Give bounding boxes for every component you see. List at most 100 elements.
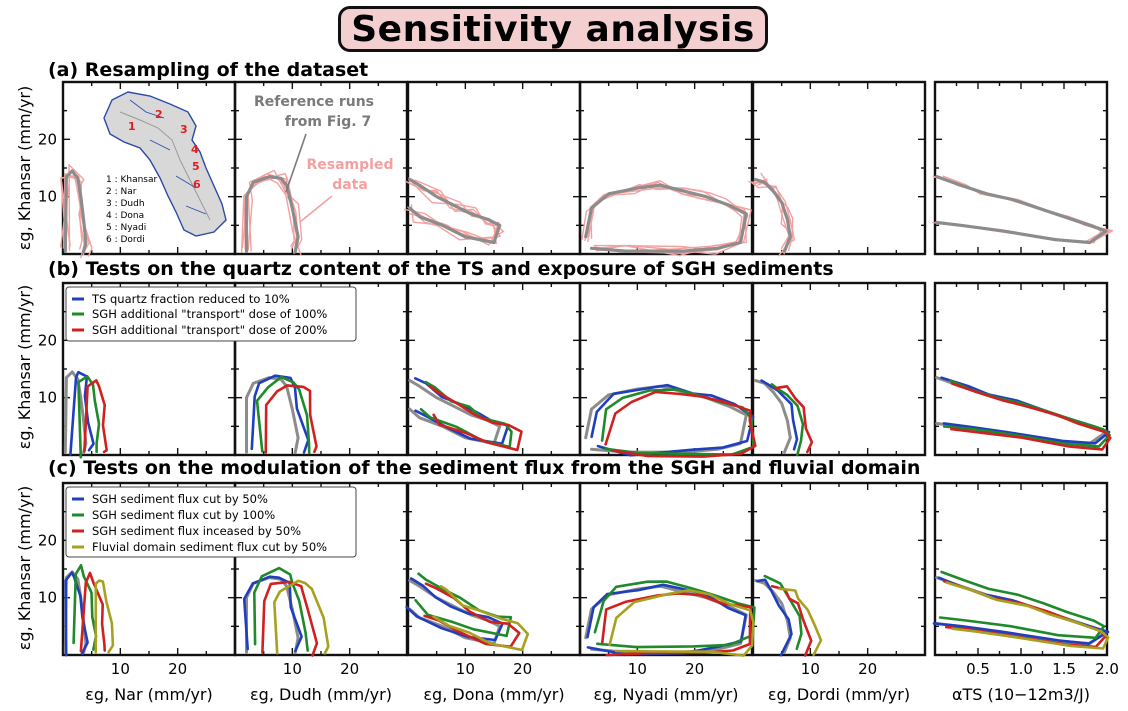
panel-b-dona bbox=[406, 281, 582, 457]
x-tick-label: 10 bbox=[456, 660, 475, 678]
test-contour-b bbox=[83, 379, 108, 454]
test-contour-b bbox=[760, 379, 799, 451]
x-axis-labels: εg, Nar (mm/yr) εg, Dudh (mm/yr) εg, Dona … bbox=[85, 685, 1090, 704]
map-number-2: 2 bbox=[155, 108, 163, 121]
y-axis-label-row-b: εg, Khansar (mm/yr) bbox=[15, 285, 34, 449]
test-contour-c bbox=[242, 575, 303, 653]
panel-frame bbox=[406, 281, 582, 457]
x-axis-label-dudh: εg, Dudh (mm/yr) bbox=[250, 685, 392, 704]
figure-title-box: Sensitivity analysis bbox=[338, 6, 768, 52]
y-tick-label: 20 bbox=[38, 130, 57, 148]
test-contour-c bbox=[608, 588, 755, 657]
map-legend-5: 5 : Nyadi bbox=[106, 223, 146, 233]
legend-c-label-2: SGH sediment flux cut by 100% bbox=[92, 508, 275, 522]
map-legend-4: 4 : Dona bbox=[106, 211, 144, 221]
test-contour-b bbox=[264, 384, 318, 454]
x-tick-label: 10 bbox=[283, 660, 302, 678]
reference-contour bbox=[244, 175, 300, 254]
reference-contour bbox=[935, 175, 1108, 245]
panel-c-nyadi bbox=[578, 481, 754, 657]
y-tick-label: 10 bbox=[38, 589, 57, 607]
test-contour-c bbox=[273, 579, 330, 655]
test-contour-b bbox=[774, 385, 814, 454]
legend-row-c: SGH sediment flux cut by 50% SGH sedimen… bbox=[65, 486, 357, 558]
legend-c-label-3: SGH sediment flux inceased by 50% bbox=[92, 524, 301, 538]
x-tick-label: 20 bbox=[685, 660, 704, 678]
panel-a-dordi bbox=[751, 80, 927, 256]
legend-b-label-3: SGH additional "transport" dose of 200% bbox=[92, 323, 327, 337]
map-legend-1: 1 : Khansar bbox=[106, 175, 158, 185]
row-a-title: (a) Resampling of the dataset bbox=[48, 59, 368, 81]
map-legend-3: 3 : Dudh bbox=[106, 199, 145, 209]
test-contour-c bbox=[64, 571, 89, 657]
test-contour-c bbox=[261, 580, 319, 657]
test-contour-b bbox=[950, 382, 1112, 451]
panel-frame bbox=[751, 80, 927, 256]
panel-frame bbox=[751, 281, 927, 457]
reference-contour bbox=[753, 177, 792, 253]
reference-contour bbox=[63, 169, 88, 254]
x-axis-label-alpha_ts: αTS (10−12m3/J) bbox=[952, 685, 1090, 704]
resampled-contour bbox=[407, 181, 502, 246]
panel-a-nyadi bbox=[578, 80, 754, 256]
y-axis-label-row-a: εg, Khansar (mm/yr) bbox=[15, 86, 34, 250]
reference-annotation-line1: Reference runs bbox=[254, 94, 374, 110]
legend-c-label-1: SGH sediment flux cut by 50% bbox=[92, 492, 268, 506]
legend-b-label-1: TS quartz fraction reduced to 10% bbox=[91, 292, 290, 306]
test-contour-b bbox=[604, 390, 757, 458]
test-contour-c bbox=[756, 578, 793, 657]
x-tick-label: 20 bbox=[340, 660, 359, 678]
test-contour-c bbox=[432, 585, 530, 652]
panel-frame bbox=[933, 80, 1109, 256]
test-contour-b bbox=[590, 383, 755, 457]
y-tick-label: 20 bbox=[38, 331, 57, 349]
sub-catchment-boundaries bbox=[129, 99, 207, 215]
test-contour-c bbox=[938, 570, 1106, 640]
reference-arrow bbox=[285, 133, 307, 193]
reference-contour bbox=[245, 376, 300, 455]
resampled-annotation-line1: Resampled bbox=[307, 157, 394, 173]
test-contour-b bbox=[428, 384, 523, 452]
x-tick-label-alpha: 1.5 bbox=[1052, 660, 1076, 678]
catchment-map: 1 2 3 4 5 6 1 : Khansar 2 : Nar 3 : Dudh… bbox=[103, 91, 227, 245]
panel-a-dudh bbox=[233, 80, 409, 256]
row-b-title: (b) Tests on the quartz content of the T… bbox=[48, 258, 834, 280]
annotations: Reference runs from Fig. 7 Resampled dat… bbox=[254, 94, 394, 223]
y-axis-labels: εg, Khansar (mm/yr) εg, Khansar (mm/yr) … bbox=[15, 86, 34, 650]
x-tick-label: 10 bbox=[801, 660, 820, 678]
y-tick-label: 10 bbox=[38, 188, 57, 206]
test-contour-b bbox=[250, 374, 310, 454]
legend-b-box bbox=[65, 286, 357, 342]
test-contour-c bbox=[414, 572, 513, 638]
x-tick-label-alpha: 2.0 bbox=[1095, 660, 1119, 678]
figure-title: Sensitivity analysis bbox=[351, 8, 755, 50]
x-tick-label: 10 bbox=[111, 660, 130, 678]
x-axis-label-dona: εg, Dona (mm/yr) bbox=[423, 685, 564, 704]
x-tick-label: 20 bbox=[858, 660, 877, 678]
test-contour-c bbox=[94, 579, 115, 654]
test-contour-c bbox=[253, 566, 309, 652]
test-contour-c bbox=[405, 577, 504, 642]
panel-b-alpha_ts bbox=[933, 281, 1109, 457]
map-legend-6: 6 : Dordi bbox=[106, 235, 145, 245]
panel-c-dordi bbox=[751, 481, 927, 657]
test-contour-b bbox=[69, 370, 95, 456]
panel-grid: 20 10 20 10 20 10 10 20 10 20 10 20 10 20 10 20 0.5 1.0 1.… bbox=[38, 80, 1119, 678]
row-c-title: (c) Tests on the modulation of the sedim… bbox=[48, 457, 920, 479]
map-shading bbox=[119, 111, 211, 221]
row-titles: (a) Resampling of the dataset (b) Tests … bbox=[48, 59, 920, 479]
resampled-contour bbox=[62, 171, 93, 257]
y-tick-label: 10 bbox=[38, 389, 57, 407]
panel-frame bbox=[751, 481, 927, 657]
test-contour-b bbox=[255, 375, 311, 455]
panel-a-alpha_ts bbox=[933, 80, 1109, 256]
panel-c-alpha_ts bbox=[933, 481, 1109, 657]
legend-b-label-2: SGH additional "transport" dose of 100% bbox=[92, 307, 327, 321]
resampled-arrow bbox=[299, 195, 333, 223]
map-number-5: 5 bbox=[192, 160, 200, 173]
panel-b-dordi bbox=[751, 281, 927, 457]
resampled-annotation-line2: data bbox=[332, 177, 368, 193]
panel-c-dona bbox=[406, 481, 582, 657]
resampled-contour bbox=[247, 169, 303, 251]
